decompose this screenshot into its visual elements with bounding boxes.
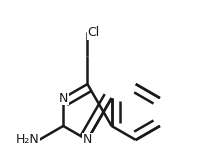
Text: N: N — [59, 92, 68, 105]
Text: H₂N: H₂N — [15, 133, 39, 146]
Text: Cl: Cl — [87, 26, 100, 39]
Text: N: N — [83, 133, 92, 146]
